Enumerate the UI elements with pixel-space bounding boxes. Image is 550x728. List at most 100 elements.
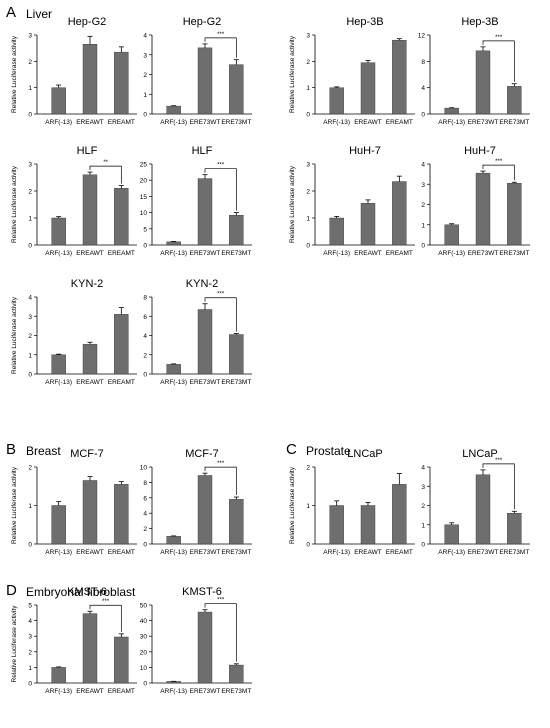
y-tick-label: 1 xyxy=(306,85,310,92)
bar xyxy=(82,343,98,375)
significance-bracket xyxy=(482,40,515,82)
y-tick-label: 3 xyxy=(143,52,147,59)
x-tick-label: EREAWT xyxy=(76,688,104,695)
x-tick-label: ERE73WT xyxy=(190,119,221,126)
x-tick-label: EREAMT xyxy=(108,549,135,556)
y-tick-label: 12 xyxy=(418,33,426,40)
bar xyxy=(392,484,407,545)
bar xyxy=(114,51,129,115)
bar xyxy=(114,636,129,684)
x-tick-label: ERE73MT xyxy=(499,549,529,556)
x-tick-label: EREAMT xyxy=(386,549,413,556)
y-tick-label: 4 xyxy=(421,162,425,169)
chart-title: Hep-3B xyxy=(461,16,498,28)
significance-bracket xyxy=(204,168,237,211)
x-tick-label: ARF(-13) xyxy=(160,379,187,386)
y-tick-label: 0 xyxy=(421,112,425,119)
chart-title: KMST-6 xyxy=(67,586,107,598)
y-tick-label: 2 xyxy=(421,503,425,510)
x-tick-label: EREAMT xyxy=(386,119,413,126)
x-tick-label: ARF(-13) xyxy=(45,688,72,695)
y-tick-label: 1 xyxy=(28,216,32,223)
y-axis-label: Relative Luciferase activity xyxy=(11,165,18,243)
bar xyxy=(82,613,98,684)
y-tick-label: 10 xyxy=(140,465,148,472)
x-tick-label: EREAMT xyxy=(108,119,135,126)
chart-title: LNCaP xyxy=(347,448,382,460)
y-tick-label: 2 xyxy=(28,189,32,196)
y-tick-label: 2 xyxy=(28,333,32,340)
x-tick-label: ARF(-13) xyxy=(45,549,72,556)
bar xyxy=(197,178,213,246)
y-tick-label: 3 xyxy=(421,484,425,491)
x-tick-label: ERE73WT xyxy=(190,379,221,386)
y-tick-label: 0 xyxy=(421,542,425,549)
bar xyxy=(166,241,181,246)
bar xyxy=(229,334,244,375)
bar xyxy=(166,364,181,375)
significance-bracket xyxy=(204,603,237,662)
x-tick-label: ARF(-13) xyxy=(323,119,350,126)
bar xyxy=(444,524,459,545)
chart-title: HuH-7 xyxy=(349,145,381,157)
y-tick-label: 5 xyxy=(28,603,32,610)
y-axis-label: Relative Luciferase activity xyxy=(11,35,18,113)
y-tick-label: 1 xyxy=(143,92,147,99)
x-tick-label: EREAWT xyxy=(76,250,104,257)
significance-label: *** xyxy=(217,292,225,298)
x-tick-label: ERE73WT xyxy=(468,119,499,126)
y-tick-label: 2 xyxy=(28,649,32,656)
y-tick-label: 2 xyxy=(143,352,147,359)
section-letter-a: A xyxy=(6,4,17,21)
y-tick-label: 3 xyxy=(28,314,32,321)
chart-title: HLF xyxy=(77,145,98,157)
y-tick-label: 0 xyxy=(28,681,32,688)
chart-title: Hep-3B xyxy=(346,16,383,28)
y-tick-label: 8 xyxy=(421,59,425,66)
bar xyxy=(114,484,129,545)
x-tick-label: ERE73MT xyxy=(499,119,529,126)
x-tick-label: ARF(-13) xyxy=(160,250,187,257)
x-tick-label: ARF(-13) xyxy=(323,250,350,257)
bar xyxy=(197,475,213,545)
bar xyxy=(444,224,459,246)
significance-bracket xyxy=(89,604,122,632)
significance-label: *** xyxy=(217,598,225,604)
y-tick-label: 3 xyxy=(306,33,310,40)
y-axis-label: Relative Luciferase activity xyxy=(11,296,18,374)
y-tick-label: 20 xyxy=(140,178,148,185)
bar xyxy=(475,172,491,246)
y-tick-label: 50 xyxy=(140,603,148,610)
y-tick-label: 1 xyxy=(28,352,32,359)
y-tick-label: 1 xyxy=(28,85,32,92)
bar xyxy=(444,107,459,115)
y-tick-label: 4 xyxy=(28,618,32,625)
significance-bracket xyxy=(204,37,237,58)
bar xyxy=(507,513,522,545)
x-tick-label: EREAWT xyxy=(76,379,104,386)
chart-title: MCF-7 xyxy=(185,448,219,460)
bar xyxy=(114,188,129,246)
y-tick-label: 20 xyxy=(140,649,148,656)
y-tick-label: 0 xyxy=(28,112,32,119)
y-axis-label: Relative Luciferase activity xyxy=(289,466,296,544)
chart-title: KMST-6 xyxy=(182,586,222,598)
x-tick-label: ARF(-13) xyxy=(45,119,72,126)
y-tick-label: 2 xyxy=(306,59,310,66)
chart-title: KYN-2 xyxy=(71,278,103,290)
y-tick-label: 0 xyxy=(143,542,147,549)
bar xyxy=(475,50,491,115)
bar xyxy=(507,183,522,246)
y-tick-label: 0 xyxy=(306,243,310,250)
significance-bracket xyxy=(482,164,515,181)
y-tick-label: 8 xyxy=(143,295,147,302)
x-tick-label: ARF(-13) xyxy=(45,379,72,386)
y-tick-label: 3 xyxy=(28,33,32,40)
significance-bracket xyxy=(482,463,515,510)
x-tick-label: ERE73MT xyxy=(221,379,251,386)
x-tick-label: EREAMT xyxy=(108,379,135,386)
bar xyxy=(82,44,98,115)
x-tick-label: ERE73WT xyxy=(190,250,221,257)
x-tick-label: ARF(-13) xyxy=(160,119,187,126)
y-tick-label: 2 xyxy=(306,189,310,196)
